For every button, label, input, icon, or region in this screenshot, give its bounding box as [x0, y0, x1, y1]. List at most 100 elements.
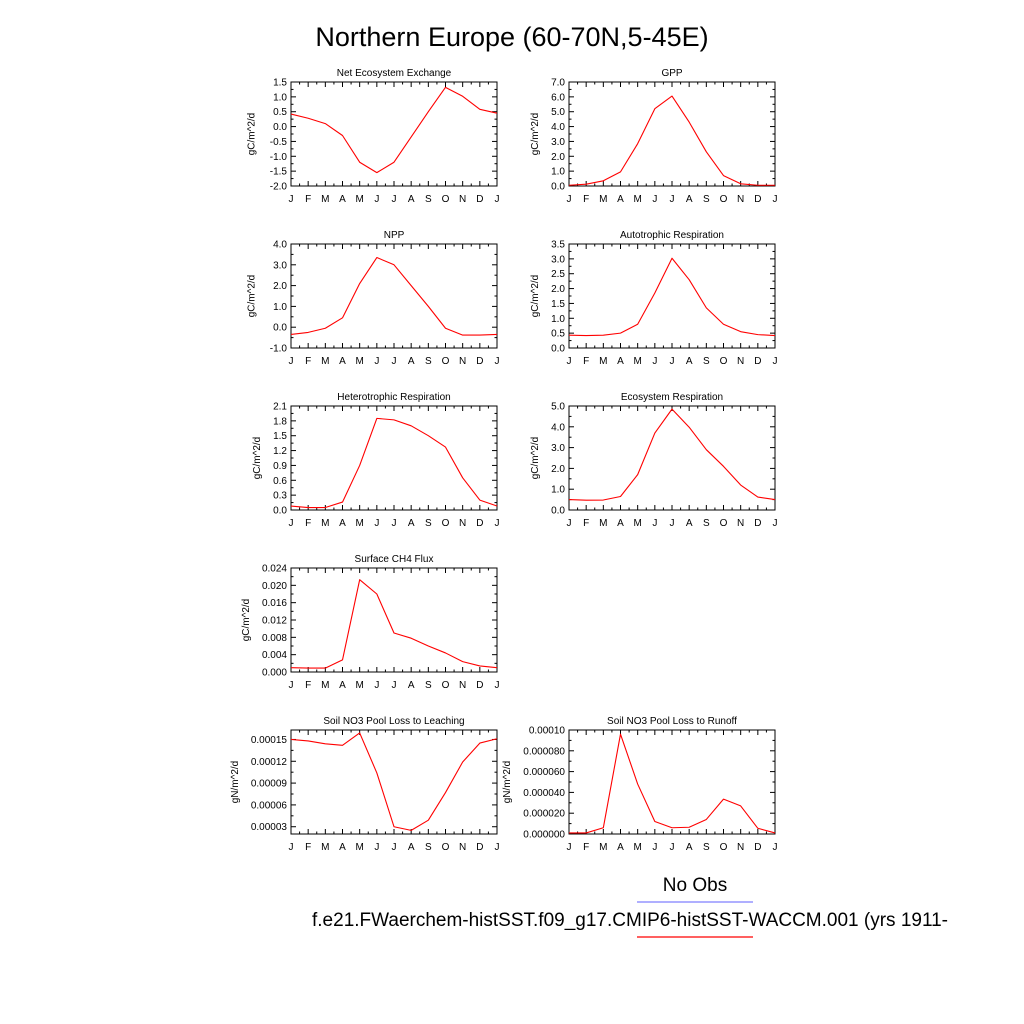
y-tick-label: 1.5 — [551, 299, 565, 310]
plot-frame — [290, 81, 498, 187]
y-axis-label: gC/m^2/d — [530, 437, 541, 480]
y-tick-label: 2.0 — [273, 281, 287, 292]
x-tick-label: D — [754, 842, 761, 853]
y-tick-label: 4.0 — [551, 122, 565, 133]
x-tick-label: M — [321, 680, 329, 691]
chart-panel: J F M A M J J A S O N D J-2.0-1.5-1.0-0.50.00.51.01.… — [247, 68, 500, 205]
y-tick-label: 1.0 — [273, 302, 287, 313]
x-tick-label: J — [289, 842, 294, 853]
legend-model-label: f.e21.FWaerchem-histSST.f09_g17.CMIP6-hi… — [312, 910, 948, 931]
x-tick-label: M — [321, 194, 329, 205]
y-axis-label: gC/m^2/d — [530, 113, 541, 156]
y-tick-label: 2.5 — [551, 269, 565, 280]
chart-title: Ecosystem Respiration — [621, 392, 723, 403]
x-tick-label: M — [633, 194, 641, 205]
x-tick-label: J — [773, 518, 778, 529]
chart-title: GPP — [661, 68, 682, 79]
x-tick-label: A — [617, 194, 624, 205]
y-tick-label: 0.00006 — [251, 800, 288, 811]
y-tick-label: 0.00010 — [529, 726, 566, 737]
plot-frame — [290, 243, 498, 349]
y-tick-label: 0.000020 — [523, 809, 565, 820]
y-tick-label: 0.6 — [273, 476, 287, 487]
x-tick-label: O — [442, 356, 450, 367]
chart-title: Soil NO3 Pool Loss to Runoff — [607, 716, 737, 727]
x-tick-label: J — [670, 356, 675, 367]
series-line — [569, 733, 776, 834]
x-tick-label: D — [476, 356, 483, 367]
y-tick-label: 2.0 — [551, 464, 565, 475]
plot-frame — [568, 729, 776, 835]
chart-panel: J F M A M J J A S O N D J0.0000000.0000200.0000400.0… — [502, 716, 777, 853]
y-tick-label: 0.012 — [262, 616, 287, 627]
y-tick-label: 0.000000 — [523, 830, 565, 841]
y-tick-label: 0.0 — [273, 323, 287, 334]
y-tick-label: 0.00015 — [251, 735, 288, 746]
x-tick-label: J — [374, 842, 379, 853]
y-tick-label: 0.016 — [262, 598, 287, 609]
y-tick-label: -2.0 — [270, 182, 288, 193]
plot-frame — [290, 567, 498, 673]
x-tick-label: S — [425, 518, 432, 529]
x-tick-label: J — [289, 680, 294, 691]
y-tick-label: 0.00009 — [251, 779, 288, 790]
x-tick-label: J — [374, 356, 379, 367]
x-tick-label: N — [459, 842, 466, 853]
x-tick-label: A — [686, 842, 693, 853]
figure-title: Northern Europe (60-70N,5-45E) — [315, 22, 708, 52]
y-tick-label: 0.5 — [551, 329, 565, 340]
y-tick-label: 1.8 — [273, 416, 287, 427]
x-tick-label: J — [289, 194, 294, 205]
x-tick-label: S — [425, 680, 432, 691]
x-tick-label: J — [567, 194, 572, 205]
x-tick-label: M — [321, 842, 329, 853]
x-tick-label: F — [583, 842, 589, 853]
y-tick-label: 0.00003 — [251, 822, 288, 833]
x-tick-label: J — [670, 518, 675, 529]
x-tick-label: J — [392, 518, 397, 529]
x-tick-label: A — [408, 680, 415, 691]
x-tick-label: M — [599, 356, 607, 367]
x-tick-label: D — [754, 518, 761, 529]
x-tick-label: A — [408, 518, 415, 529]
series-line — [290, 256, 498, 336]
x-tick-label: M — [355, 518, 363, 529]
chart-panel: J F M A M J J A S O N D J-1.00.01.02.03.04.0NPPgC/m^… — [247, 230, 500, 367]
x-tick-label: J — [495, 680, 500, 691]
x-tick-label: J — [495, 356, 500, 367]
series-line — [290, 579, 498, 669]
y-tick-label: 1.0 — [551, 314, 565, 325]
x-tick-label: D — [754, 194, 761, 205]
plot-frame — [290, 405, 498, 511]
x-tick-label: N — [737, 842, 744, 853]
y-tick-label: 0.9 — [273, 461, 287, 472]
x-tick-label: M — [599, 842, 607, 853]
x-tick-label: N — [459, 194, 466, 205]
x-tick-label: J — [392, 194, 397, 205]
y-tick-label: 3.0 — [551, 443, 565, 454]
y-tick-label: 0.000040 — [523, 788, 565, 799]
x-tick-label: N — [459, 680, 466, 691]
x-tick-label: J — [773, 356, 778, 367]
x-tick-label: M — [633, 842, 641, 853]
x-tick-label: D — [476, 518, 483, 529]
y-tick-label: 0.0 — [273, 122, 287, 133]
x-tick-label: N — [459, 356, 466, 367]
y-tick-label: 1.0 — [273, 92, 287, 103]
y-tick-label: 0.0 — [551, 182, 565, 193]
series-line — [290, 732, 498, 831]
x-tick-label: F — [305, 518, 311, 529]
x-tick-label: A — [686, 518, 693, 529]
x-tick-label: A — [339, 194, 346, 205]
x-tick-label: D — [476, 680, 483, 691]
y-tick-label: -1.0 — [270, 152, 288, 163]
y-axis-label: gC/m^2/d — [530, 275, 541, 318]
chart-title: Net Ecosystem Exchange — [337, 68, 452, 79]
x-tick-label: F — [583, 194, 589, 205]
chart-title: Heterotrophic Respiration — [337, 392, 450, 403]
x-tick-label: J — [670, 194, 675, 205]
x-tick-label: J — [392, 680, 397, 691]
x-tick-label: J — [374, 680, 379, 691]
chart-panel: J F M A M J J A S O N D J0.000030.000060.000090.0001… — [230, 716, 500, 853]
